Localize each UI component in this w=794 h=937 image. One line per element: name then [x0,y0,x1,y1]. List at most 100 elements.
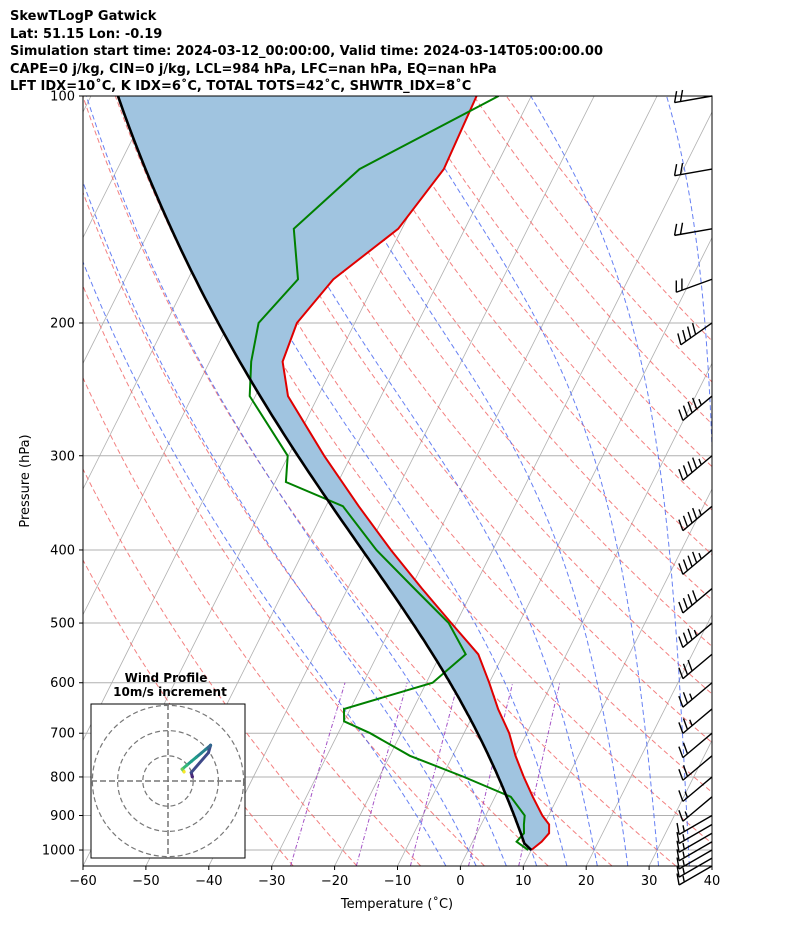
x-tick-label: 20 [578,874,595,889]
barb-feather [678,769,684,781]
dry-adiabat [310,96,712,601]
x-tick-label: −60 [69,874,96,889]
barb-feather [676,831,680,844]
barb-half-feather [682,867,685,875]
wind-barb [678,796,713,822]
isotherm-line [208,96,595,866]
barb-feather [682,663,689,676]
barb-feather [678,790,684,802]
y-axis-label: Pressure (hPa) [18,434,33,527]
wind-barb [678,588,713,614]
barb-feather [682,765,689,777]
isotherm-line [585,613,712,866]
barb-feather [692,457,698,469]
mixing-ratio-line [409,682,459,866]
x-tick-label: 10 [515,874,532,889]
wind-barb [678,682,713,708]
x-axis-label: Temperature (˚C) [340,896,453,912]
parcel-line [116,96,533,851]
wind-barb [678,776,713,802]
barb-feather [682,559,689,571]
moist-adiabat [751,96,763,866]
dewpoint-line [248,96,529,851]
barb-half-feather [689,693,693,700]
dry-adiabat [245,96,712,695]
wind-barb [678,732,713,759]
y-tick-label: 900 [50,809,75,824]
barb-half-feather [682,851,685,858]
barb-half-feather [682,875,685,883]
barb-shaft [678,814,713,836]
barb-feather [691,322,697,335]
x-tick-label: −10 [384,874,411,889]
barb-feather [687,401,693,414]
wind-barb [678,653,713,680]
wind-barb [677,322,713,346]
barb-feather [682,515,689,528]
isotherm-line [397,236,712,866]
inset-hodograph [91,704,245,858]
barb-feather [678,722,684,734]
barb-feather [676,840,680,853]
dry-adiabat [375,96,712,511]
barb-shaft [682,455,713,481]
barb-shaft [680,322,713,346]
barb-feather [682,465,689,477]
isotherm-line [648,739,712,866]
moist-adiabat [85,96,507,866]
y-tick-label: 600 [50,676,75,691]
wind-barb [673,222,713,237]
dry-adiabat [277,96,712,648]
barb-feather [682,632,689,644]
barb-feather [682,597,689,610]
dry-adiabat [180,96,712,793]
y-tick-label: 1000 [42,844,75,859]
barb-feather [678,695,684,708]
barb-feather [678,809,684,822]
mixing-ratio-line [355,682,408,866]
moist-adiabat [227,96,598,866]
barb-feather [687,461,693,473]
wind-barb [676,841,713,862]
isotherm-line [460,362,712,866]
wind-barb [676,823,713,845]
barb-feather [676,849,680,861]
isotherm-line [83,96,155,239]
barb-feather [682,329,687,342]
y-tick-label: 200 [50,316,75,331]
chart-title: SkewTLogP Gatwick [10,9,157,24]
moist-adiabat [400,96,659,866]
barb-feather [679,162,684,175]
wind-barb [678,395,713,422]
barb-half-feather [684,791,689,798]
barb-feather [676,822,680,835]
barb-feather [679,222,684,235]
barb-shaft [682,549,713,575]
barb-shaft [682,505,713,532]
barb-feather [692,397,698,410]
barb-feather [682,742,689,755]
dry-adiabat [408,96,712,468]
barb-half-feather [682,834,685,841]
x-tick-label: −20 [321,874,348,889]
barb-feather [687,511,693,524]
barb-half-feather [682,859,685,867]
stability-indices-line: LFT IDX=10˚C, K IDX=6˚C, TOTAL TOTS=42˚C… [10,79,472,94]
barb-shaft [682,732,713,759]
barb-half-feather [682,842,685,850]
temperature-line [281,96,551,851]
barb-half-feather [682,825,685,832]
location-line: Lat: 51.15 Lon: -0.19 [10,26,163,42]
barb-feather [687,555,693,567]
barb-half-feather [689,719,693,726]
barb-half-feather [698,458,702,466]
dry-adiabat [83,96,613,866]
wind-barb [676,832,713,853]
wind-barb [678,455,713,481]
barb-feather [692,507,698,520]
wind-barb [678,505,713,532]
moist-adiabat [301,96,629,866]
inset-subtitle: 10m/s increment [113,685,227,699]
dry-adiabat [473,96,712,383]
